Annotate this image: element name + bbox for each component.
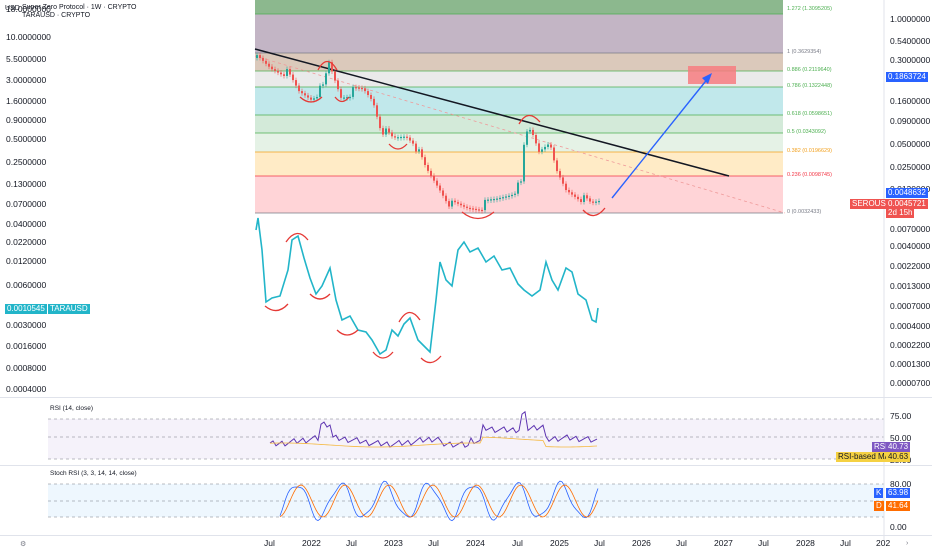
arrow-head-icon — [702, 73, 712, 84]
target-box[interactable] — [688, 66, 736, 84]
rsi-pane[interactable] — [0, 397, 932, 465]
rsi-ma-value-tag: 40.63 — [886, 452, 911, 462]
currency-label: USD — [5, 5, 20, 12]
left-axis-tick: 0.0120000 — [6, 256, 47, 266]
left-axis-tick: 0.0220000 — [6, 237, 47, 247]
candles — [256, 52, 600, 214]
right-axis-tick: 0.0040000 — [890, 241, 931, 251]
symbol-tag: SEROUSD — [850, 199, 894, 209]
stoch-pane[interactable] — [0, 465, 932, 535]
stoch-k-value-tag: 63.98 — [886, 488, 911, 498]
stoch-axis-0: 0.00 — [890, 522, 907, 532]
right-axis-tick: 0.3000000 — [890, 55, 931, 65]
right-axis-tick: 1.0000000 — [890, 14, 931, 24]
left-axis-tick: 10.0000000 — [6, 32, 51, 42]
fib-level-label: 1.272 (1.3095205) — [787, 6, 832, 12]
fib-level-label: 1 (0.3629354) — [787, 49, 822, 55]
time-axis-tick: 2024 — [466, 538, 485, 548]
stoch-k-label-tag: K — [874, 488, 884, 498]
right-axis-tick: 0.0500000 — [890, 139, 931, 149]
time-axis-tick: Jul — [512, 538, 523, 548]
left-axis-tick: 0.2500000 — [6, 157, 47, 167]
settings-gear-icon[interactable]: ⚙ — [20, 541, 27, 548]
stoch-title[interactable]: Stoch RSI (3, 3, 14, 14, close) — [50, 470, 137, 477]
left-axis-tick: 0.0030000 — [6, 320, 47, 330]
stoch-d-value-tag: 41.64 — [886, 501, 911, 511]
right-axis-tick: 0.0000700 — [890, 378, 931, 388]
chart-title[interactable]: Super Zero Protocol · 1W · CRYPTO — [22, 4, 137, 11]
right-axis-tick: 0.5400000 — [890, 36, 931, 46]
tara-price-tag: 0.0048632 — [886, 188, 928, 198]
chart-subtitle[interactable]: TARAUSD · CRYPTO — [22, 12, 91, 19]
left-axis-tick: 0.5000000 — [6, 134, 47, 144]
time-axis-tick: Jul — [758, 538, 769, 548]
left-axis-tick: 3.0000000 — [6, 75, 47, 85]
last-price-tag: 0.0045721 — [886, 199, 928, 209]
tara-left-value-tag: 0.0010545 — [5, 304, 47, 314]
time-axis-tick: Jul — [676, 538, 687, 548]
cycle-arcs — [264, 60, 606, 364]
time-axis-tick: 2027 — [714, 538, 733, 548]
right-axis-tick: 0.1600000 — [890, 96, 931, 106]
time-axis-tick: 2025 — [550, 538, 569, 548]
rsi-value-tag: 40.73 — [886, 442, 911, 452]
fib-level-label: 0.5 (0.0343092) — [787, 129, 826, 135]
fib-level-label: 0.886 (0.2119640) — [787, 67, 832, 73]
fib-retracement[interactable] — [255, 0, 783, 214]
fib-level-label: 0.618 (0.0598651) — [787, 111, 832, 117]
right-axis-tick: 0.0900000 — [890, 116, 931, 126]
time-axis-tick: Jul — [346, 538, 357, 548]
fib-level-label: 0.786 (0.1322448) — [787, 83, 832, 89]
trend-line[interactable] — [254, 48, 730, 177]
time-axis-tick: Jul — [428, 538, 439, 548]
left-axis-tick: 0.9000000 — [6, 115, 47, 125]
fib-level-label: 0 (0.0032433) — [787, 209, 822, 215]
time-axis-tick: 202 — [876, 538, 891, 548]
left-axis-tick: 5.5000000 — [6, 54, 47, 64]
right-axis-tick: 0.0070000 — [890, 224, 931, 234]
fib-level-label: 0.382 (0.0196629) — [787, 148, 832, 154]
time-axis-tick: 2022 — [302, 538, 321, 548]
left-axis-tick: 0.0004000 — [6, 384, 47, 394]
rsi-axis-50: 50.00 — [890, 433, 912, 443]
time-axis-tick: 2028 — [796, 538, 815, 548]
rsi-title[interactable]: RSI (14, close) — [50, 405, 93, 412]
fib-level-label: 0.236 (0.0098745) — [787, 172, 832, 178]
left-axis-tick: 0.0060000 — [6, 280, 47, 290]
right-axis-tick: 0.0002200 — [890, 340, 931, 350]
time-axis-tick: Jul — [594, 538, 605, 548]
right-axis-tick: 0.0001300 — [890, 359, 931, 369]
rsi-ma-label-tag: RSI-based MA — [836, 452, 893, 462]
left-axis-tick: 1.6000000 — [6, 96, 47, 106]
rsi-label-tag: RSI — [872, 442, 890, 452]
right-axis-tick: 0.0007000 — [890, 301, 931, 311]
target-price-tag: 0.1863724 — [886, 72, 928, 82]
right-axis-tick: 0.0004000 — [890, 321, 931, 331]
stoch-axis-80: 80.00 — [890, 479, 912, 489]
left-axis-tick: 0.0700000 — [6, 199, 47, 209]
left-axis-tick: 0.0016000 — [6, 341, 47, 351]
right-axis-tick: 0.0250000 — [890, 162, 931, 172]
time-axis-tick: Jul — [264, 538, 275, 548]
scroll-right-icon[interactable]: › — [906, 540, 909, 547]
stoch-d-label-tag: D — [874, 501, 884, 511]
left-axis-tick: 18.0000000 — [6, 4, 51, 14]
projection-arrow[interactable] — [611, 76, 710, 199]
time-axis-tick: 2023 — [384, 538, 403, 548]
countdown-tag: 2d 15h — [886, 208, 915, 218]
left-axis-tick: 0.0400000 — [6, 219, 47, 229]
right-axis-tick: 0.0013000 — [890, 281, 931, 291]
right-axis-tick: 0.0022000 — [890, 261, 931, 271]
left-axis-tick: 0.1300000 — [6, 179, 47, 189]
left-axis-tick: 0.0008000 — [6, 363, 47, 373]
dashed-trend-line[interactable] — [254, 55, 786, 214]
time-axis-tick: Jul — [840, 538, 851, 548]
tara-line — [255, 217, 599, 356]
tara-left-name-tag: TARAUSD — [48, 304, 90, 314]
rsi-axis-75: 75.00 — [890, 411, 912, 421]
time-axis-tick: 2026 — [632, 538, 651, 548]
